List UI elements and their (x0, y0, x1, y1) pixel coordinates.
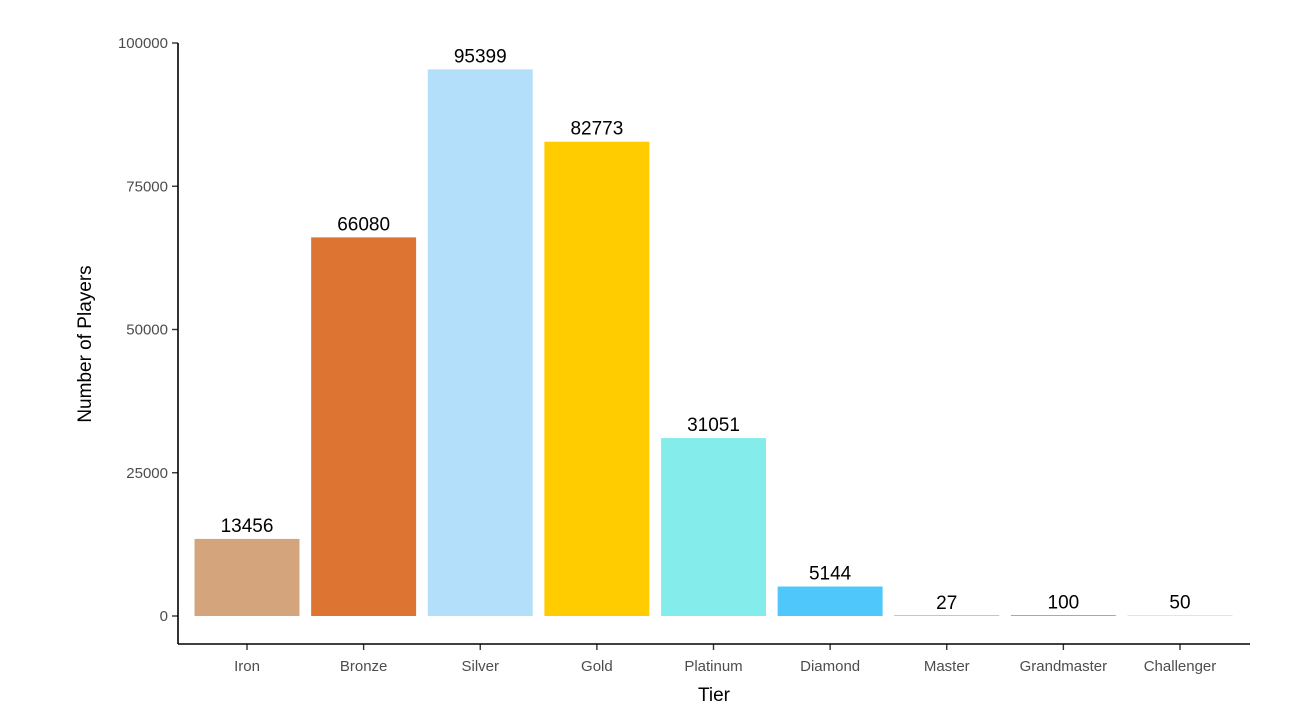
bar-challenger (1127, 615, 1233, 616)
y-tick-label: 25000 (126, 465, 168, 482)
y-axis-title: Number of Players (75, 265, 96, 422)
x-axis-ticks: Iron Bronze Silver Gold Platinum Diamond Maste… (234, 644, 1216, 675)
data-label-gold: 82773 (570, 119, 623, 140)
data-label-platinum: 31051 (687, 415, 740, 436)
y-tick-label: 75000 (126, 178, 168, 195)
x-tick-label: Master (924, 658, 970, 675)
data-label-diamond: 5144 (809, 564, 852, 585)
bar-diamond (777, 586, 883, 616)
x-tick-label: Iron (234, 658, 260, 675)
x-tick-label: Grandmaster (1020, 658, 1108, 675)
x-tick-label: Gold (581, 658, 613, 675)
data-label-grandmaster: 100 (1048, 592, 1080, 613)
y-tick-label: 50000 (126, 322, 168, 339)
bar-bronze (311, 237, 417, 616)
x-axis-title: Tier (698, 685, 731, 706)
data-label-silver: 95399 (454, 46, 507, 67)
bar-grandmaster (1010, 615, 1116, 616)
data-label-challenger: 50 (1169, 593, 1190, 614)
bars (194, 69, 1233, 617)
y-axis-ticks: 0 25000 50000 75000 100000 (118, 35, 178, 625)
y-tick-label: 0 (160, 608, 168, 625)
x-tick-label: Challenger (1144, 658, 1217, 675)
bar-platinum (661, 438, 766, 616)
data-labels: 13456 66080 95399 82773 31051 5144 27 100 50 (221, 46, 1191, 613)
x-tick-label: Platinum (684, 658, 742, 675)
x-tick-label: Bronze (340, 658, 388, 675)
bar-silver (427, 69, 533, 617)
data-label-master: 27 (936, 593, 957, 614)
data-label-bronze: 66080 (337, 214, 390, 235)
x-tick-label: Diamond (800, 658, 860, 675)
bar-gold (544, 141, 650, 617)
bar-iron (194, 538, 300, 616)
y-tick-label: 100000 (118, 35, 168, 52)
bar-master (894, 615, 1000, 616)
data-label-iron: 13456 (221, 516, 274, 537)
x-tick-label: Silver (461, 658, 499, 675)
